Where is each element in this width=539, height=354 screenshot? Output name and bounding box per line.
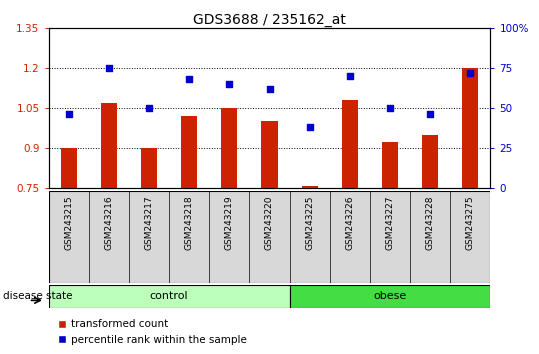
Point <box>265 86 274 92</box>
Point <box>345 73 354 79</box>
Bar <box>141 148 157 188</box>
Bar <box>422 135 438 188</box>
Point <box>64 112 73 117</box>
Bar <box>382 143 398 188</box>
Bar <box>60 148 77 188</box>
Bar <box>222 108 237 188</box>
Point <box>306 124 314 130</box>
Bar <box>342 100 358 188</box>
Bar <box>302 186 317 188</box>
Bar <box>181 116 197 188</box>
Bar <box>261 121 278 188</box>
Point <box>144 105 153 111</box>
Text: GSM243227: GSM243227 <box>385 196 395 250</box>
Text: GSM243228: GSM243228 <box>426 196 435 250</box>
Text: control: control <box>150 291 188 302</box>
Text: obese: obese <box>374 291 406 302</box>
Bar <box>49 285 289 308</box>
Title: GDS3688 / 235162_at: GDS3688 / 235162_at <box>193 13 346 27</box>
Text: GSM243215: GSM243215 <box>64 196 73 250</box>
Bar <box>462 68 479 188</box>
Text: GSM243275: GSM243275 <box>466 196 475 250</box>
Point <box>225 81 233 87</box>
Text: GSM243220: GSM243220 <box>265 196 274 250</box>
Text: GSM243226: GSM243226 <box>345 196 354 250</box>
Point <box>426 112 434 117</box>
Point <box>185 76 194 82</box>
Text: GSM243216: GSM243216 <box>104 196 113 250</box>
Bar <box>101 103 117 188</box>
Text: GSM243225: GSM243225 <box>305 196 314 250</box>
Text: GSM243219: GSM243219 <box>225 196 234 250</box>
Bar <box>289 285 490 308</box>
Point <box>386 105 395 111</box>
Point <box>466 70 475 76</box>
Text: GSM243217: GSM243217 <box>144 196 154 250</box>
Point <box>105 65 113 71</box>
Text: disease state: disease state <box>3 291 72 301</box>
Text: GSM243218: GSM243218 <box>185 196 194 250</box>
Legend: transformed count, percentile rank within the sample: transformed count, percentile rank withi… <box>54 315 252 349</box>
